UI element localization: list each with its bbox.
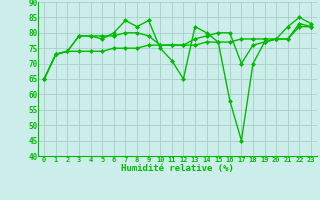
X-axis label: Humidité relative (%): Humidité relative (%) (121, 164, 234, 173)
